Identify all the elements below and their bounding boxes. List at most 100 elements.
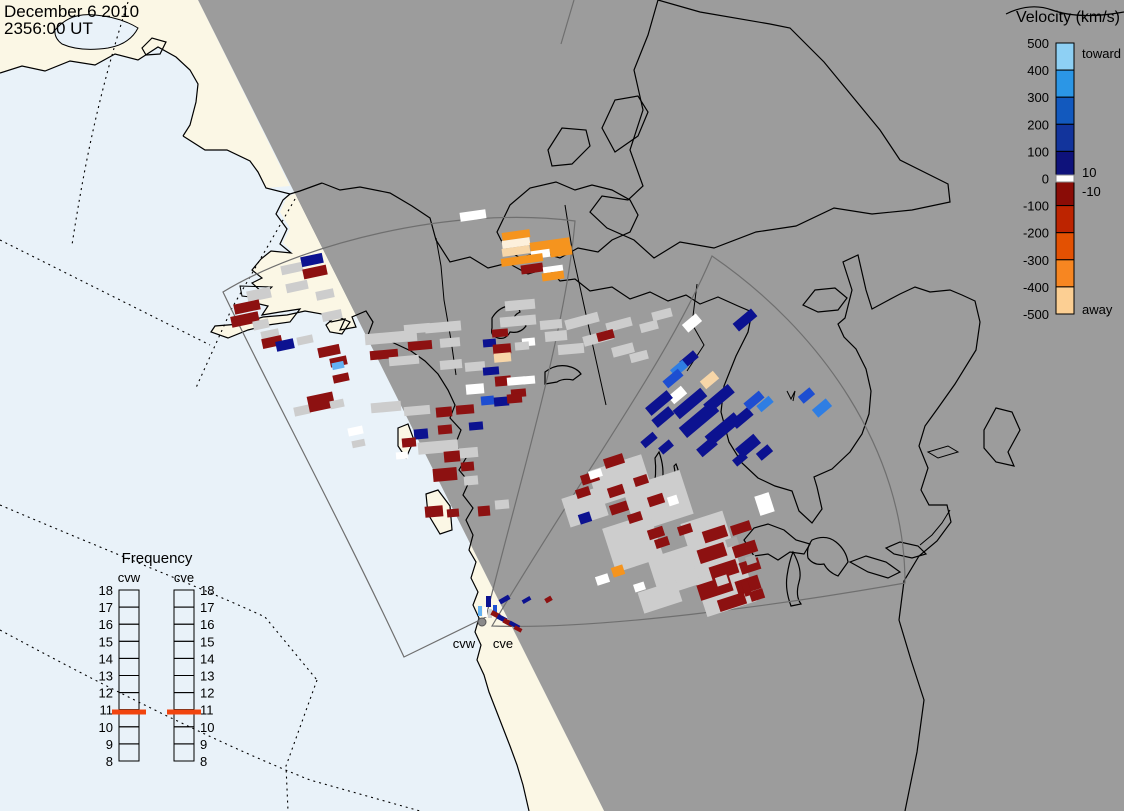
velocity-cell (696, 436, 718, 458)
velocity-cell (446, 508, 460, 518)
velocity-cell (651, 406, 675, 428)
velocity-cell (730, 407, 754, 429)
velocity-cell (577, 511, 593, 525)
velocity-cell (639, 319, 659, 334)
lake-great-slave (544, 365, 582, 385)
island-belcher (786, 390, 796, 402)
colorbar-segment (1055, 96, 1075, 125)
velocity-cell (633, 581, 646, 593)
velocity-cell (521, 596, 532, 604)
velocity-cell (716, 591, 748, 613)
velocity-cell (439, 359, 463, 370)
colorbar-tick-label: 300 (1027, 90, 1049, 105)
velocity-cell (549, 245, 573, 258)
velocity-cell (491, 328, 509, 338)
island-haida-gwaii (397, 423, 415, 460)
velocity-cell (504, 298, 536, 312)
island-small-west (547, 127, 591, 167)
velocity-cell (755, 444, 774, 461)
velocity-cell (596, 328, 615, 343)
colorbar-tick-label: -100 (1023, 199, 1049, 214)
frequency-col-cve: cve (174, 570, 194, 585)
velocity-cell (478, 606, 482, 616)
velocity-cell (708, 559, 740, 581)
velocity-cell (468, 421, 484, 431)
velocity-cell (588, 468, 603, 480)
velocity-cell (651, 307, 673, 322)
velocity-cell (740, 580, 753, 597)
colorbar-tick-label: -400 (1023, 280, 1049, 295)
velocity-cell (522, 375, 536, 385)
frequency-col-cvw: cvw (118, 570, 141, 585)
velocity-cell (699, 370, 720, 390)
velocity-cell (811, 398, 833, 418)
velocity-cell (640, 431, 658, 449)
frequency-tick-label: 15 (99, 634, 113, 649)
water-chukchi-kotzebue (176, 136, 291, 270)
island-baffin-ellesmere (589, 0, 951, 259)
velocity-cell (413, 428, 429, 440)
velocity-cell (370, 400, 402, 414)
velocity-cell (321, 309, 343, 322)
velocity-cell (542, 264, 564, 274)
frequency-tick-label: 10 (99, 720, 113, 735)
velocity-cell (605, 316, 633, 333)
velocity-cell (696, 542, 728, 564)
water-lagoon (54, 14, 139, 50)
velocity-cell (745, 554, 757, 566)
velocity-cell (729, 520, 753, 536)
frequency-tick-label: 13 (99, 669, 113, 684)
coast-arctic-hudson-east (321, 182, 981, 811)
frequency-tick-label: 18 (99, 583, 113, 598)
colorbar-tick-label: 200 (1027, 117, 1049, 132)
river-border (564, 204, 607, 406)
frequency-tick-label: 13 (200, 669, 214, 684)
colorbar-title: Velocity (km/s) (1016, 9, 1120, 26)
velocity-cell (331, 360, 345, 371)
radar-fov-outlines (222, 0, 906, 658)
lake-erie (848, 555, 902, 579)
frequency-tick-label: 15 (200, 634, 214, 649)
island-anticosti (926, 445, 960, 459)
velocity-cell (645, 390, 673, 416)
velocity-cell (332, 372, 350, 384)
velocity-cell (275, 338, 295, 352)
frequency-tick-label: 11 (200, 703, 214, 718)
velocity-cell (602, 453, 626, 469)
velocity-cell (460, 461, 475, 472)
fov-cvw (222, 216, 576, 658)
velocity-cell (513, 625, 523, 633)
frequency-tick-label: 9 (200, 737, 207, 752)
colorbar-segment (1055, 123, 1075, 152)
velocity-cell (480, 395, 495, 406)
velocity-cell (701, 524, 729, 544)
velocity-cell (544, 595, 553, 604)
velocity-cell (681, 313, 703, 333)
velocity-cell (477, 505, 491, 517)
frequency-tick-label: 17 (200, 600, 214, 615)
frequency-tick-label: 8 (106, 754, 113, 769)
frequency-tick-label: 8 (200, 754, 207, 769)
colorbar-segment (1055, 150, 1075, 179)
colorbar-segment (1055, 259, 1075, 288)
island-newfoundland (983, 407, 1021, 467)
velocity-cell (606, 483, 626, 499)
velocity-cell (574, 486, 592, 499)
velocity-cell (463, 475, 479, 486)
velocity-cell (646, 525, 666, 541)
velocity-cell (662, 368, 684, 389)
velocity-cell (401, 437, 417, 448)
velocity-cell (424, 320, 462, 334)
frequency-marker (112, 709, 146, 715)
frequency-tick-label: 14 (200, 651, 214, 666)
radar-site-dot (477, 617, 487, 627)
frequency-scale-cell (173, 743, 195, 762)
velocity-cell (494, 499, 510, 510)
velocity-cell (329, 398, 345, 410)
colorbar-toward-label: toward (1082, 46, 1121, 61)
velocity-cell (351, 438, 366, 449)
velocity-cell (672, 387, 708, 420)
velocity-cell (315, 288, 335, 301)
velocity-cell (500, 253, 544, 267)
